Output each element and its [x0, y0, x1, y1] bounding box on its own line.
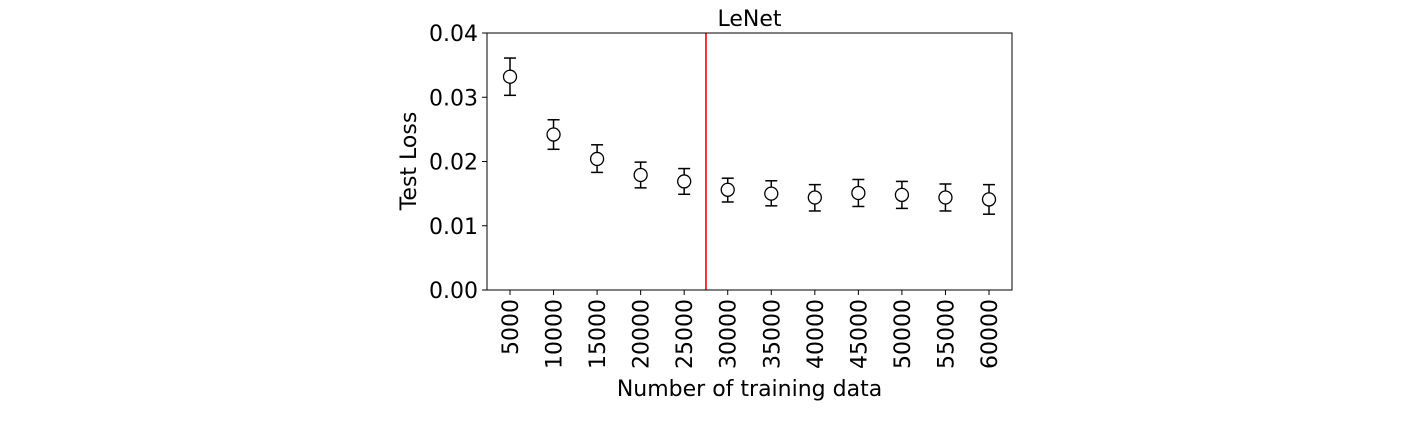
- x-tick-label: 60000: [978, 299, 1003, 369]
- x-tick-label: 55000: [934, 299, 959, 369]
- data-point: [938, 190, 953, 205]
- data-point: [807, 190, 822, 205]
- x-tick-label: 40000: [804, 299, 829, 369]
- data-point: [677, 174, 692, 189]
- x-tick-label: 10000: [543, 299, 568, 369]
- chart-title: LeNet: [717, 7, 781, 32]
- x-tick-label: 35000: [760, 299, 785, 369]
- x-tick-label: 30000: [717, 299, 742, 369]
- x-tick-label: 20000: [630, 299, 655, 369]
- data-point: [894, 187, 910, 203]
- x-axis-label: Number of training data: [617, 377, 882, 402]
- data-point: [502, 69, 518, 84]
- y-axis-label: Test Loss: [397, 112, 422, 212]
- x-tick-label: 25000: [673, 299, 698, 369]
- y-tick-label: 0.02: [429, 151, 478, 176]
- data-point: [633, 167, 648, 183]
- y-tick-label: 0.01: [429, 215, 478, 240]
- x-tick-label: 15000: [586, 299, 611, 369]
- data-point: [589, 151, 605, 167]
- plot-frame: [486, 32, 1013, 291]
- x-tick-label: 50000: [891, 299, 916, 369]
- x-tick-label: 5000: [499, 299, 524, 355]
- data-point: [720, 182, 735, 197]
- data-point: [546, 127, 561, 142]
- y-tick-label: 0.04: [429, 22, 478, 47]
- x-tick-label: 45000: [847, 299, 872, 369]
- y-tick-label: 0.00: [429, 279, 478, 304]
- data-point: [764, 186, 779, 201]
- data-point: [981, 192, 997, 207]
- y-tick-label: 0.03: [429, 86, 478, 111]
- data-point: [851, 185, 866, 201]
